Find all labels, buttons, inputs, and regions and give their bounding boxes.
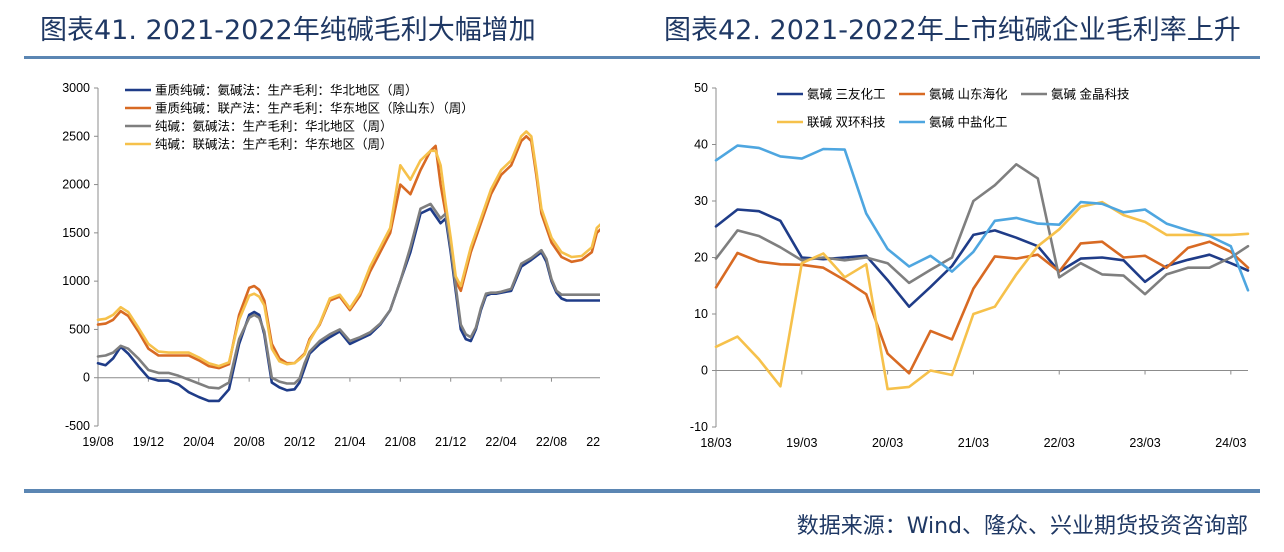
left-y-tick-label: -500 [65,419,90,433]
right-x-tick-label: 24/03 [1215,436,1246,450]
top-divider [24,56,1260,59]
right-y-tick-label: 30 [694,194,708,208]
left-y-tick-label: 1500 [62,226,90,240]
source-note: 数据来源：Wind、隆众、兴业期货投资咨询部 [796,514,1248,539]
left-legend-label-4: 纯碱：联碱法：生产毛利：华东地区（周） [155,137,393,152]
left-legend-label-2: 重质纯碱：联产法：生产毛利：华东地区（除山东）（周） [155,101,474,116]
right-x-tick-label: 21/03 [958,436,989,450]
right-y-tick-label: 0 [701,364,708,378]
right-legend-label-2: 氨碱 山东海化 [929,87,1008,102]
left-x-tick-label: 19/12 [133,435,164,449]
left-x-tick-label: 22/12 [586,435,600,449]
left-y-tick-label: 500 [69,322,90,336]
left-y-tick-label: 2000 [62,178,90,192]
right-series-line-5 [714,144,1250,292]
right-x-tick-label: 18/03 [700,436,731,450]
right-x-tick-label: 19/03 [786,436,817,450]
left-x-tick-label: 21/04 [334,435,365,449]
left-x-tick-label: 19/08 [82,435,113,449]
right-series-line-2 [714,240,1250,375]
right-x-tick-label: 22/03 [1044,436,1075,450]
left-series-line-2 [96,135,600,370]
right-y-tick-label: 50 [694,81,708,95]
right-legend-label-1: 氨碱 三友化工 [807,88,885,102]
left-x-tick-label: 20/08 [234,435,265,449]
chart-right-title: 图表42. 2021-2022年上市纯碱企业毛利率上升 [664,15,1241,46]
left-series-line-3 [96,202,600,390]
right-series-line-4 [714,200,1250,391]
bottom-divider [24,489,1260,493]
right-legend-label-5: 氨碱 中盐化工 [929,115,1007,130]
right-x-tick-label: 23/03 [1129,436,1160,450]
left-y-tick-label: 3000 [62,81,90,95]
right-y-tick-label: 20 [694,251,708,265]
left-y-tick-label: 1000 [62,274,90,288]
right-x-tick-label: 20/03 [872,436,903,450]
left-line-chart: -500 0 500 1000 1500 2000 2500 3000 19/08 19/12 20… [62,81,600,449]
right-y-tick-label: -10 [690,420,708,434]
left-series-line-1 [96,207,600,403]
right-y-tick-label: 40 [694,138,708,152]
chart-left-title: 图表41. 2021-2022年纯碱毛利大幅增加 [40,15,536,46]
right-y-tick-label: 10 [694,307,708,321]
left-series-line-4 [96,130,600,368]
left-x-tick-label: 22/04 [485,435,516,449]
left-x-tick-label: 21/12 [435,435,466,449]
left-x-tick-label: 21/08 [385,435,416,449]
left-x-tick-label: 20/12 [284,435,315,449]
right-series-line-1 [714,208,1250,308]
left-legend-label-1: 重质纯碱：氨碱法：生产毛利：华北地区（周） [155,83,418,98]
left-x-tick-label: 20/04 [183,435,214,449]
right-legend-label-3: 氨碱 金晶科技 [1051,87,1130,102]
left-legend-label-3: 纯碱：氨碱法：生产毛利：华北地区（周） [155,119,393,134]
left-y-tick-label: 0 [83,371,90,385]
right-legend-label-4: 联碱 双环科技 [807,116,886,130]
right-line-chart: -10 0 10 20 30 40 50 18/03 19/03 20/03 21/03 22/03 2… [690,81,1250,450]
right-series-line-3 [714,163,1250,296]
left-x-tick-label: 22/08 [536,435,567,449]
left-y-tick-label: 2500 [62,129,90,143]
